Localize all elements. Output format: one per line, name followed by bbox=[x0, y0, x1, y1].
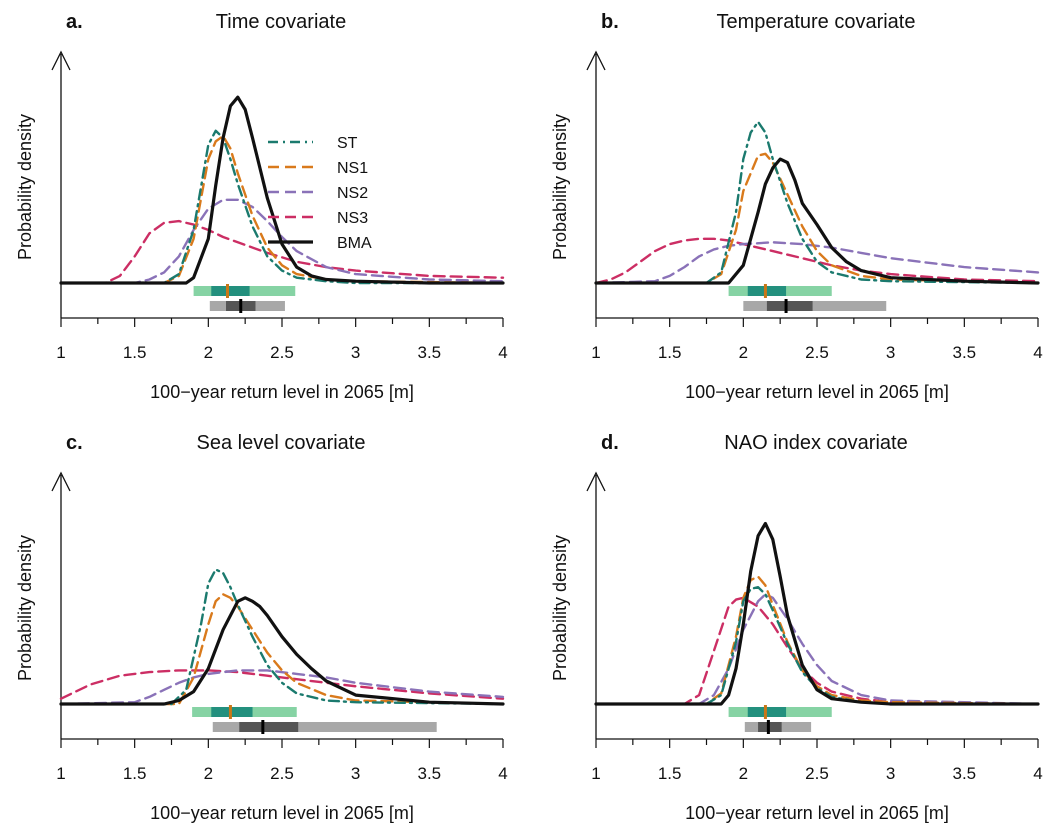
density-curve-bma bbox=[59, 95, 505, 285]
density-curve-ns2 bbox=[594, 593, 1040, 706]
x-tick-label: 1.5 bbox=[658, 343, 682, 362]
y-axis-arrow bbox=[51, 50, 71, 71]
x-tick-label: 3.5 bbox=[418, 764, 442, 783]
density-curve-bma bbox=[59, 596, 505, 706]
panel-letter: b. bbox=[601, 11, 619, 33]
x-tick-label: 2.5 bbox=[805, 343, 829, 362]
density-curve-ns3 bbox=[594, 596, 1040, 706]
x-axis-label: 100−year return level in 2065 [m] bbox=[150, 803, 414, 823]
x-tick-label: 3.5 bbox=[953, 764, 977, 783]
density-curve-ns2 bbox=[59, 198, 505, 285]
legend-label-bma: BMA bbox=[337, 235, 372, 252]
density-curve-bma bbox=[594, 521, 1040, 706]
density-curve-ns1 bbox=[59, 593, 505, 706]
panel-letter: a. bbox=[66, 11, 83, 33]
density-curve-st bbox=[594, 120, 1040, 285]
density-curve-ns1 bbox=[59, 134, 505, 285]
chart-panel-4: d. NAO index covariate Probability density… bbox=[550, 432, 1043, 823]
legend: ST NS1 NS2 NS3 BMA bbox=[268, 135, 372, 252]
x-tick-label: 1 bbox=[591, 764, 600, 783]
density-curve-ns3 bbox=[59, 219, 505, 285]
x-tick-label: 4 bbox=[498, 764, 507, 783]
x-tick-label: 1 bbox=[56, 764, 65, 783]
density-curve-ns2 bbox=[594, 241, 1040, 285]
x-tick-label: 2.5 bbox=[270, 343, 294, 362]
x-tick-label: 3 bbox=[351, 764, 360, 783]
x-tick-label: 1.5 bbox=[658, 764, 682, 783]
legend-label-st: ST bbox=[337, 135, 358, 152]
interval-narrow-bma bbox=[239, 722, 299, 732]
density-curve-ns3 bbox=[594, 237, 1040, 285]
x-tick-label: 2 bbox=[204, 764, 213, 783]
x-tick-label: 3 bbox=[886, 764, 895, 783]
density-curve-ns1 bbox=[594, 575, 1040, 706]
legend-label-ns1: NS1 bbox=[337, 160, 368, 177]
density-curve-bma bbox=[594, 157, 1040, 285]
chart-panel-3: c. Sea level covariate Probability density… bbox=[15, 432, 508, 823]
x-axis-label: 100−year return level in 2065 [m] bbox=[150, 382, 414, 402]
x-tick-label: 3 bbox=[886, 343, 895, 362]
panel-title: Temperature covariate bbox=[717, 11, 916, 33]
x-tick-label: 3.5 bbox=[953, 343, 977, 362]
x-tick-label: 2 bbox=[204, 343, 213, 362]
x-tick-label: 4 bbox=[498, 343, 507, 362]
x-tick-label: 2.5 bbox=[805, 764, 829, 783]
y-axis-label: Probability density bbox=[550, 535, 570, 681]
x-tick-label: 2 bbox=[739, 764, 748, 783]
y-axis-arrow bbox=[51, 471, 71, 492]
legend-label-ns2: NS2 bbox=[337, 185, 368, 202]
x-tick-label: 4 bbox=[1033, 764, 1042, 783]
interval-wide-bma bbox=[743, 301, 887, 311]
panel-letter: d. bbox=[601, 432, 619, 454]
x-tick-label: 3.5 bbox=[418, 343, 442, 362]
interval-wide-bma bbox=[212, 722, 437, 732]
x-tick-label: 1.5 bbox=[123, 343, 147, 362]
x-tick-label: 4 bbox=[1033, 343, 1042, 362]
panel-letter: c. bbox=[66, 432, 83, 454]
y-axis-label: Probability density bbox=[15, 114, 35, 260]
x-axis-label: 100−year return level in 2065 [m] bbox=[685, 382, 949, 402]
legend-label-ns3: NS3 bbox=[337, 210, 368, 227]
density-curve-ns1 bbox=[594, 152, 1040, 285]
x-tick-label: 3 bbox=[351, 343, 360, 362]
x-tick-label: 2.5 bbox=[270, 764, 294, 783]
y-axis-label: Probability density bbox=[550, 114, 570, 260]
panel-title: Sea level covariate bbox=[197, 432, 366, 454]
x-tick-label: 2 bbox=[739, 343, 748, 362]
panel-title: NAO index covariate bbox=[724, 432, 907, 454]
panel-title: Time covariate bbox=[216, 11, 346, 33]
density-curve-st bbox=[59, 568, 505, 706]
density-curve-st bbox=[59, 129, 505, 285]
y-axis-label: Probability density bbox=[15, 535, 35, 681]
x-tick-label: 1 bbox=[591, 343, 600, 362]
density-curve-ns3 bbox=[59, 669, 505, 700]
interval-narrow-bma bbox=[766, 301, 813, 311]
x-tick-label: 1 bbox=[56, 343, 65, 362]
x-axis-label: 100−year return level in 2065 [m] bbox=[685, 803, 949, 823]
chart-panel-2: b. Temperature covariate Probability densi… bbox=[550, 11, 1043, 402]
y-axis-arrow bbox=[586, 50, 606, 71]
y-axis-arrow bbox=[586, 471, 606, 492]
interval-narrow-st bbox=[211, 286, 250, 296]
density-curve-ns2 bbox=[59, 669, 505, 706]
x-tick-label: 1.5 bbox=[123, 764, 147, 783]
chart-panel-1: a. Time covariate Probability density 1 1.5 2… bbox=[15, 11, 508, 402]
